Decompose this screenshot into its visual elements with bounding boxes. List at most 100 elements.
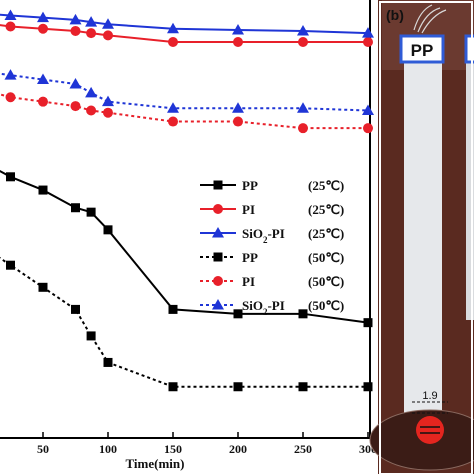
x-tick-label: 200 xyxy=(229,442,247,456)
panel-label: (b) xyxy=(386,7,404,23)
series-line xyxy=(0,169,369,324)
legend-entry: SiO2-PI (25℃) xyxy=(200,226,344,245)
data-point xyxy=(363,36,373,47)
data-point xyxy=(86,105,97,116)
data-point xyxy=(86,28,97,39)
data-point xyxy=(298,309,308,319)
data-point xyxy=(168,304,178,314)
series-1 xyxy=(0,21,373,47)
data-point xyxy=(5,92,16,103)
data-point xyxy=(363,318,373,328)
series-2 xyxy=(0,9,374,38)
electrolyte-drop-icon xyxy=(416,416,444,444)
series-0 xyxy=(0,169,373,328)
series-line xyxy=(0,13,369,35)
legend-temperature: (50℃) xyxy=(308,250,344,265)
data-point xyxy=(71,203,80,213)
legend-entry: PP (50℃) xyxy=(200,250,344,265)
legend-temperature: (50℃) xyxy=(308,274,344,289)
drop-height-label: 1.9 xyxy=(422,390,437,402)
data-point xyxy=(363,382,373,392)
data-point xyxy=(362,104,374,115)
legend-label: PI xyxy=(242,274,255,289)
data-point xyxy=(168,36,178,47)
data-point xyxy=(298,123,308,134)
data-point xyxy=(298,36,308,47)
legend-label: SiO2-PI xyxy=(242,298,285,317)
series-5 xyxy=(0,69,374,115)
pp-tag-label: PP xyxy=(411,41,434,60)
data-point xyxy=(103,225,113,235)
legend-label: PP xyxy=(242,178,258,193)
legend-label: SiO2-PI xyxy=(242,226,285,245)
photo-frame xyxy=(379,1,473,474)
legend-marker xyxy=(213,276,223,286)
x-axis-label: Time(min) xyxy=(126,456,185,471)
legend-marker xyxy=(213,204,223,214)
data-point xyxy=(297,102,309,113)
legend-entry: PP (25℃) xyxy=(200,178,344,193)
data-point xyxy=(38,185,48,195)
data-point xyxy=(86,331,96,341)
series-4 xyxy=(0,92,373,134)
x-tick-label: 50 xyxy=(37,442,49,456)
pp-tag xyxy=(399,34,445,64)
data-point xyxy=(6,172,15,182)
data-point xyxy=(37,73,49,85)
data-point xyxy=(233,309,243,319)
data-point xyxy=(37,11,49,23)
data-point xyxy=(363,123,373,134)
data-point xyxy=(70,101,81,112)
data-point xyxy=(5,21,16,32)
data-point xyxy=(232,24,244,35)
data-point xyxy=(298,382,308,392)
legend: PP (25℃) PI (25℃) SiO2-PI (25℃) PP (50℃) PI (50℃)… xyxy=(200,178,344,317)
data-point xyxy=(103,357,113,367)
series-line xyxy=(0,256,368,388)
data-point xyxy=(168,116,178,127)
data-point xyxy=(167,22,179,34)
data-point xyxy=(69,13,82,25)
legend-marker xyxy=(212,299,224,310)
legend-entry: SiO2-PI (50℃) xyxy=(200,298,344,317)
data-point xyxy=(233,382,243,392)
line-chart: 50 100 150 200 250 300 Time(min) PP (25℃)PI (25… xyxy=(0,0,377,471)
data-point xyxy=(297,24,309,36)
data-point xyxy=(38,282,48,292)
x-tick-label: 150 xyxy=(164,442,182,456)
data-point xyxy=(103,107,113,118)
series-line xyxy=(0,72,369,112)
data-point xyxy=(102,95,114,107)
data-point xyxy=(38,96,48,107)
data-point xyxy=(233,116,243,127)
data-point xyxy=(38,23,48,34)
x-ticks: 50 100 150 200 250 300 xyxy=(37,432,377,456)
pi-strip xyxy=(466,60,474,320)
legend-marker xyxy=(213,252,223,262)
legend-marker xyxy=(212,227,224,238)
data-point xyxy=(4,9,17,20)
data-point xyxy=(362,27,374,38)
data-point xyxy=(102,18,114,29)
series-line xyxy=(0,24,368,43)
legend-label: PP xyxy=(242,250,258,265)
legend-temperature: (50℃) xyxy=(308,298,344,313)
legend-entry: PI (50℃) xyxy=(200,274,344,289)
data-point xyxy=(103,30,113,41)
series-line xyxy=(0,93,368,130)
photo-panel: PP 1.9 (b) xyxy=(369,0,474,474)
data-point xyxy=(4,69,17,80)
x-tick-label: 250 xyxy=(294,442,312,456)
data-point xyxy=(85,16,98,27)
data-point xyxy=(233,36,243,47)
data-point xyxy=(85,86,98,98)
legend-entry: PI (25℃) xyxy=(200,202,344,217)
data-point xyxy=(70,25,81,36)
data-point xyxy=(71,304,80,314)
legend-label: PI xyxy=(242,202,255,217)
series-3 xyxy=(0,256,373,392)
series-layer xyxy=(0,9,374,392)
clip-wires xyxy=(413,4,447,34)
data-point xyxy=(69,77,82,89)
